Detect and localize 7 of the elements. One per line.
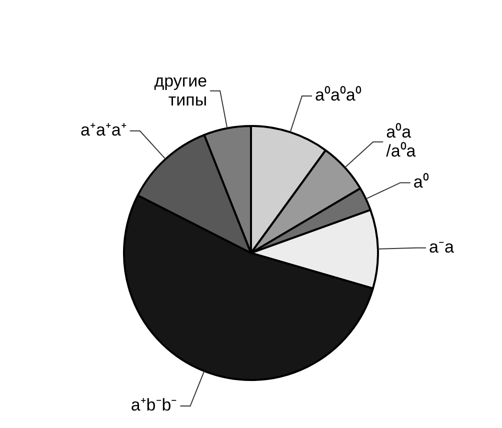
slice-label: a⁰a /a⁰a bbox=[386, 122, 416, 161]
slice-label: a⁰a⁰a⁰ bbox=[315, 86, 362, 105]
slice-label: a⁺b⁻b⁻ bbox=[130, 396, 178, 415]
slice-label: другие типы bbox=[154, 72, 208, 110]
slice-label: a⁻a bbox=[429, 238, 454, 256]
slice-label: a⁰ bbox=[413, 172, 429, 192]
slice-label: a⁺a⁺a⁺ bbox=[80, 120, 127, 140]
